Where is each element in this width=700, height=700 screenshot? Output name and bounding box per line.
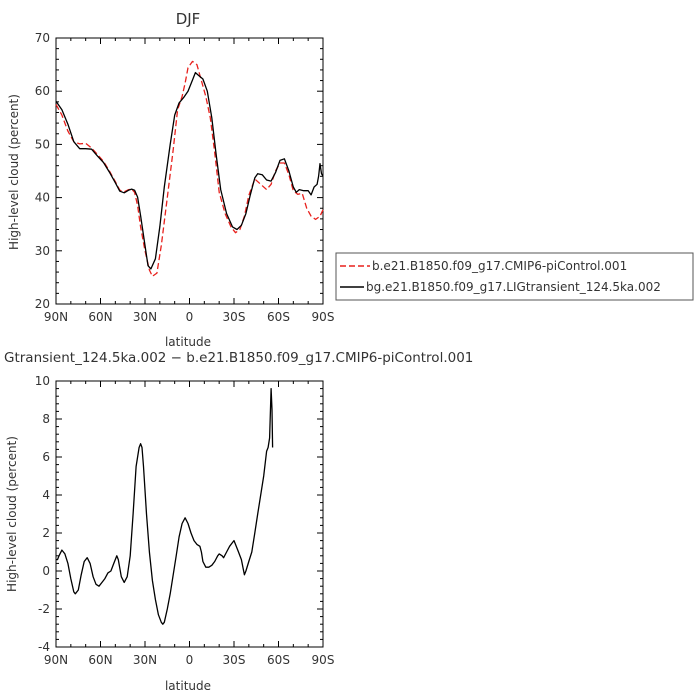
- legend-label-ligtransient: bg.e21.B1850.f09_g17.LIGtransient_124.5k…: [366, 280, 661, 294]
- bottom-y-tick-label: 8: [42, 412, 50, 426]
- bottom-x-tick-label: 60N: [88, 653, 112, 667]
- top-plot-area: 90N 60N 30N 0 30S 60S 90S 20 30 40 50 60 70: [35, 31, 335, 324]
- bottom-plot-frame: [55, 380, 324, 648]
- top-y-tick-label: 30: [35, 244, 50, 258]
- top-y-tick-label: 70: [35, 31, 50, 45]
- bottom-y-tick-label: 10: [35, 374, 50, 388]
- top-x-tick-label: 60N: [88, 310, 112, 324]
- bottom-y-tick-label: 2: [42, 526, 50, 540]
- bottom-x-tick-label: 0: [186, 653, 194, 667]
- bottom-series-line-0: [56, 387, 274, 625]
- bottom-x-tick-label: 30N: [133, 653, 157, 667]
- top-x-tick-label: 90N: [44, 310, 68, 324]
- top-y-axis-label: High-level cloud (percent): [7, 94, 21, 250]
- top-x-axis-label: latitude: [165, 335, 211, 349]
- top-x-tick-label: 60S: [267, 310, 290, 324]
- legend-label-control: b.e21.B1850.f09_g17.CMIP6-piControl.001: [372, 259, 627, 273]
- legend: b.e21.B1850.f09_g17.CMIP6-piControl.001 …: [335, 252, 694, 301]
- top-y-tick-label: 40: [35, 191, 50, 205]
- top-chart-title: DJF: [176, 10, 201, 28]
- bottom-y-tick-label: 4: [42, 488, 50, 502]
- bottom-plot-area: 90N 60N 30N 0 30S 60S 90S -4 -2 0 2 4 6 8 10: [35, 374, 335, 667]
- bottom-y-tick-label: 6: [42, 450, 50, 464]
- top-plot-frame: [55, 37, 324, 305]
- top-x-tick-label: 30N: [133, 310, 157, 324]
- legend-box: [335, 252, 694, 301]
- bottom-panel: Gtransient_124.5ka.002 − b.e21.B1850.f09…: [4, 350, 473, 693]
- top-y-tick-label: 20: [35, 297, 50, 311]
- bottom-x-axis-label: latitude: [165, 679, 211, 693]
- top-y-tick-label: 60: [35, 84, 50, 98]
- bottom-chart-title: Gtransient_124.5ka.002 − b.e21.B1850.f09…: [4, 350, 473, 366]
- bottom-x-tick-label: 60S: [267, 653, 290, 667]
- bottom-y-tick-label: 0: [42, 564, 50, 578]
- top-panel: DJF 90N 60N 30N 0 30S 60S 90S 20 30 40 50 60 70 lati…: [7, 10, 334, 349]
- bottom-y-tick-label: -2: [38, 602, 50, 616]
- top-y-tick-label: 50: [35, 137, 50, 151]
- top-x-tick-label: 90S: [312, 310, 335, 324]
- top-x-tick-label: 30S: [223, 310, 246, 324]
- top-series-line-1: [55, 71, 324, 270]
- top-x-tick-label: 0: [186, 310, 194, 324]
- bottom-x-tick-label: 30S: [223, 653, 246, 667]
- bottom-y-axis-label: High-level cloud (percent): [5, 436, 19, 592]
- bottom-x-tick-label: 90S: [312, 653, 335, 667]
- bottom-x-tick-label: 90N: [44, 653, 68, 667]
- bottom-y-tick-label: -4: [38, 640, 50, 654]
- top-series-line-0: [55, 60, 324, 277]
